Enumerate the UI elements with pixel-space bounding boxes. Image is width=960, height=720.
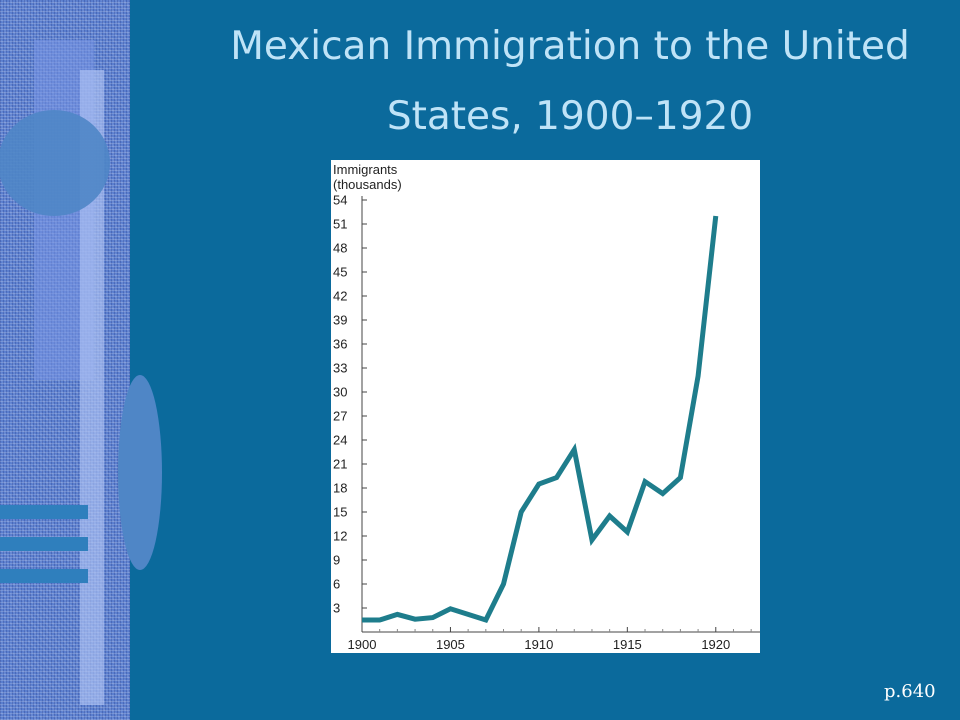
x-tick-label: 1910 bbox=[524, 637, 553, 652]
y-tick-label: 24 bbox=[333, 433, 347, 448]
decorative-horizontal-bar bbox=[0, 537, 88, 551]
chart-panel: Immigrants (thousands) 3 6 9 12 15 18 21 24 27 30 33… bbox=[331, 160, 760, 653]
y-axis-label: Immigrants bbox=[333, 162, 398, 177]
x-tick-label: 1915 bbox=[613, 637, 642, 652]
y-tick-label: 54 bbox=[333, 193, 347, 208]
series-line bbox=[362, 215, 719, 624]
y-tick-label: 33 bbox=[333, 361, 347, 376]
decorative-circle bbox=[0, 110, 110, 216]
decorative-horizontal-bar bbox=[0, 505, 88, 519]
y-tick-label: 9 bbox=[333, 553, 340, 568]
y-axis-label: (thousands) bbox=[333, 177, 402, 192]
slide-title: Mexican Immigration to the United States… bbox=[230, 24, 910, 139]
x-tick-label: 1920 bbox=[701, 637, 730, 652]
y-tick-label: 45 bbox=[333, 265, 347, 280]
y-tick-label: 30 bbox=[333, 385, 347, 400]
x-tick-label: 1900 bbox=[348, 637, 377, 652]
y-tick-label: 6 bbox=[333, 577, 340, 592]
y-tick-label: 51 bbox=[333, 217, 347, 232]
y-tick-label: 21 bbox=[333, 457, 347, 472]
y-tick-label: 36 bbox=[333, 337, 347, 352]
y-tick-label: 48 bbox=[333, 241, 347, 256]
y-tick-label: 39 bbox=[333, 313, 347, 328]
decorative-oval bbox=[118, 375, 162, 570]
y-tick-label: 15 bbox=[333, 505, 347, 520]
x-tick-label: 1905 bbox=[436, 637, 465, 652]
y-tick-label: 42 bbox=[333, 289, 347, 304]
y-tick-label: 12 bbox=[333, 529, 347, 544]
y-tick-label: 3 bbox=[333, 601, 340, 616]
y-tick-label: 27 bbox=[333, 409, 347, 424]
decorative-side-panel bbox=[0, 0, 130, 720]
line-chart: Immigrants(thousands)3691215182124273033… bbox=[333, 162, 760, 652]
page-reference: p.640 bbox=[884, 681, 936, 702]
decorative-horizontal-bar bbox=[0, 569, 88, 583]
y-tick-label: 18 bbox=[333, 481, 347, 496]
